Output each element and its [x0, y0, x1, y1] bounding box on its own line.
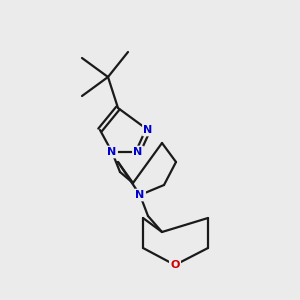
Text: O: O [170, 260, 180, 270]
Text: N: N [143, 125, 153, 135]
Text: N: N [134, 147, 142, 157]
Text: N: N [135, 190, 145, 200]
Text: N: N [107, 147, 117, 157]
